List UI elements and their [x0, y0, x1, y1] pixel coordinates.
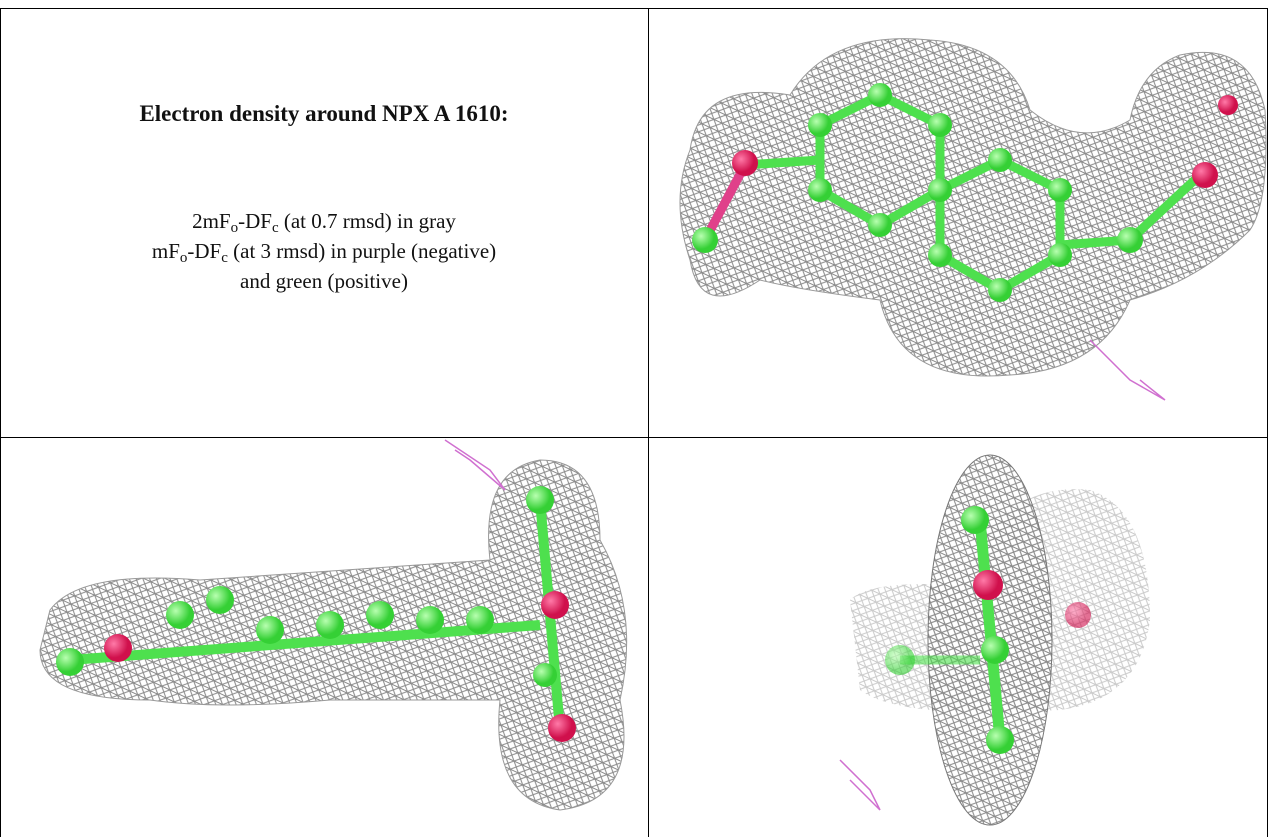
- caption-line: mFo-DFc (at 3 rmsd) in purple (negative): [0, 236, 648, 266]
- text-run: mF: [151, 239, 180, 263]
- text-run: and green (positive): [240, 269, 408, 293]
- caption-line: and green (positive): [0, 266, 648, 296]
- description-cell: Electron density around NPX A 1610: 2mFo…: [0, 8, 648, 437]
- subscript: o: [179, 250, 188, 266]
- caption: 2mFo-DFc (at 0.7 rmsd) in gray mFo-DFc (a…: [0, 206, 648, 296]
- table-borders: [0, 8, 1268, 837]
- subscript: c: [221, 250, 228, 266]
- density-view-top: [679, 38, 1267, 401]
- text-run: -DF: [238, 209, 272, 233]
- density-view-left: [39, 439, 628, 811]
- subscript: o: [230, 220, 239, 236]
- text-run: -DF: [187, 239, 222, 263]
- text-run: 2mF: [192, 209, 231, 233]
- caption-line: 2mFo-DFc (at 0.7 rmsd) in gray: [0, 206, 648, 236]
- text-run: (at 3 rmsd) in purple (negative): [227, 239, 497, 263]
- text-run: (at 0.7 rmsd) in gray: [278, 209, 456, 233]
- title: Electron density around NPX A 1610:: [139, 101, 509, 126]
- subscript: c: [271, 220, 279, 236]
- density-view-right: [839, 454, 1150, 826]
